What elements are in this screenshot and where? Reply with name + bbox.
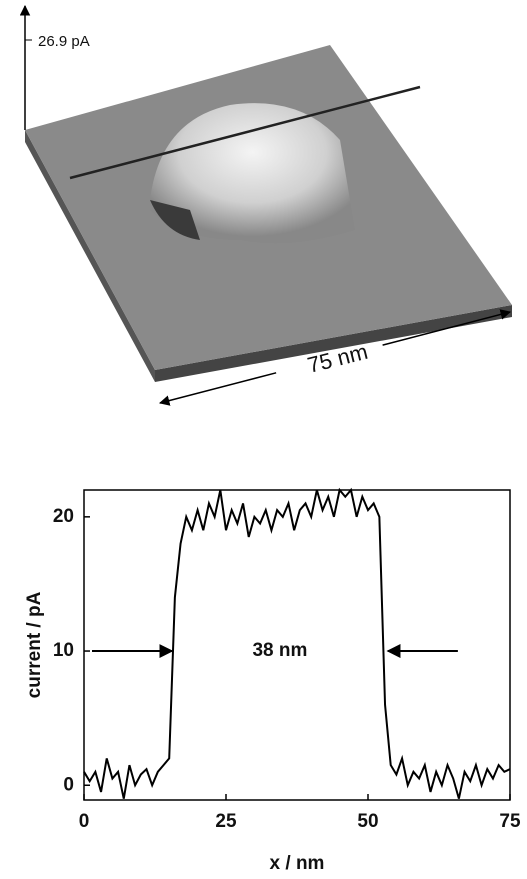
z-label: 26.9 pA (38, 33, 90, 50)
x-tick-label: 0 (79, 811, 90, 832)
scale-arrow (158, 309, 512, 406)
stm-image: 26.9 pA 75 nm (19, 4, 512, 406)
y-tick-label: 0 (63, 774, 74, 795)
plot-frame (83, 489, 511, 801)
y-tick-label: 10 (53, 640, 74, 661)
profile-line (83, 487, 511, 799)
shadow (150, 200, 200, 240)
width-label: 38 nm (252, 640, 307, 661)
x-tick-label: 50 (357, 811, 378, 832)
x-tick-label: 25 (215, 811, 237, 832)
x-axis-label: x / nm (270, 853, 325, 874)
protrusion (150, 103, 355, 244)
y-tick-label: 20 (53, 506, 74, 527)
profile-chart: 0 10 20 0 25 50 75 x / nm current / pA 38 nm (24, 487, 521, 874)
surface-side (25, 130, 155, 382)
profile-line (69, 85, 421, 180)
x-tick-label: 75 (499, 811, 521, 832)
y-axis-label: current / pA (24, 591, 45, 698)
